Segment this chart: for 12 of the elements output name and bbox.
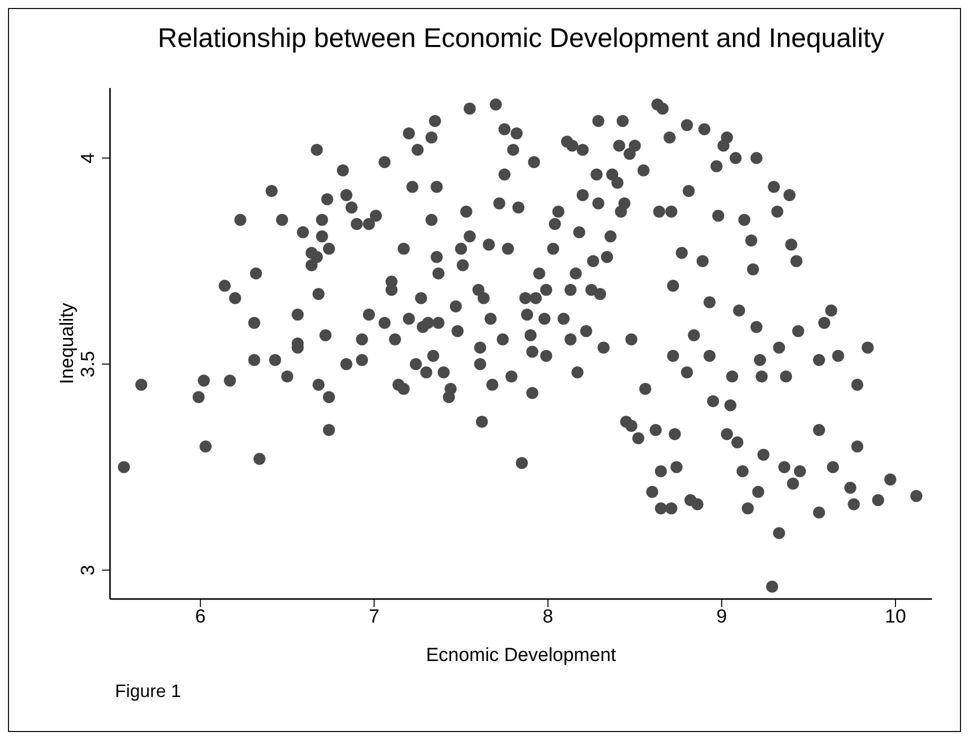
chart-title: Relationship between Economic Development and Inequality: [156, 23, 886, 54]
x-tick-label: 8: [542, 606, 554, 628]
x-tick-label: 6: [195, 606, 206, 628]
x-tick-label: 10: [884, 606, 906, 628]
y-tick-label: 3: [78, 564, 99, 576]
y-tick-label: 4: [78, 152, 99, 164]
x-axis-title: Ecnomic Development: [426, 645, 617, 666]
y-tick-label: 3.5: [78, 350, 99, 378]
y-axis-title: Inequality: [57, 302, 78, 384]
caption: Figure 1: [115, 681, 182, 702]
x-tick-label: 7: [368, 606, 380, 628]
x-tick-label: 9: [716, 606, 728, 628]
